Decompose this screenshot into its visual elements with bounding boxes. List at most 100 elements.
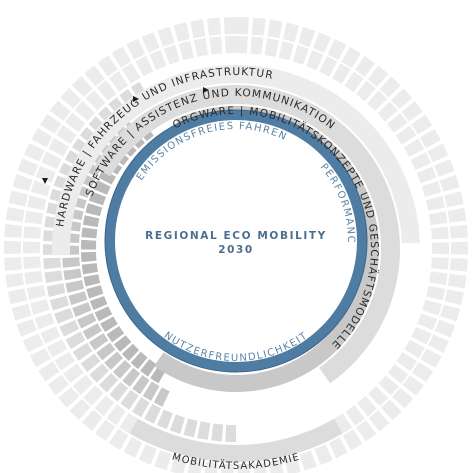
- second-ring-tile: [387, 364, 409, 384]
- second-ring-tile: [41, 151, 62, 170]
- outer-ring-tile: [69, 398, 91, 420]
- second-ring-tile: [34, 312, 55, 330]
- outer-ring-tile: [401, 101, 423, 122]
- fifth-ring-tile: [88, 191, 107, 206]
- center-year: 2030: [218, 244, 254, 256]
- outer-ring-tile: [108, 428, 129, 450]
- outer-ring-tile: [284, 455, 301, 473]
- third-ring-tile: [109, 381, 129, 402]
- academy-band: [129, 418, 343, 462]
- outer-ring-tile: [223, 17, 236, 35]
- second-ring-tile: [278, 41, 294, 61]
- second-ring-tile: [395, 125, 417, 145]
- outer-ring-tile: [173, 22, 190, 42]
- second-ring-tile: [30, 180, 51, 197]
- fifth-ring-tile: [81, 227, 98, 239]
- second-ring-tile: [417, 313, 438, 331]
- outer-ring-tile: [411, 114, 433, 135]
- third-ring-tile: [211, 423, 224, 442]
- outer-ring-tile: [126, 38, 146, 60]
- outer-ring-tile: [328, 437, 348, 459]
- third-ring-tile: [183, 418, 198, 438]
- outer-ring-tile: [439, 175, 460, 192]
- outer-ring-tile: [95, 419, 116, 441]
- second-ring-tile: [345, 405, 365, 426]
- fourth-ring-tile: [142, 381, 160, 401]
- second-ring-tile: [54, 351, 76, 371]
- outer-ring-tile: [298, 26, 316, 47]
- second-ring-tile: [428, 211, 448, 226]
- second-ring-tile: [163, 44, 181, 65]
- fifth-ring-tile: [130, 351, 148, 370]
- second-ring-tile: [30, 299, 50, 315]
- second-ring-tile: [404, 339, 425, 359]
- second-ring-tile: [209, 36, 223, 55]
- second-ring-tile: [48, 138, 69, 157]
- third-ring-tile: [65, 331, 86, 349]
- second-ring-tile: [23, 225, 42, 239]
- third-ring-tile: [72, 342, 93, 361]
- second-ring-tile: [46, 339, 68, 358]
- second-ring-tile: [367, 90, 388, 111]
- outer-ring-tile: [138, 444, 157, 465]
- fourth-ring-tile: [72, 302, 92, 317]
- outer-ring-tile: [17, 158, 39, 177]
- second-ring-tile: [94, 395, 115, 416]
- fourth-ring-tile: [65, 280, 85, 293]
- fourth-ring-tile: [104, 351, 124, 370]
- second-ring-tile: [344, 71, 364, 93]
- second-ring-tile: [106, 404, 126, 426]
- outer-ring-tile: [38, 361, 60, 382]
- second-ring-tile: [411, 326, 432, 345]
- outer-ring-tile: [12, 174, 33, 192]
- outer-ring-tile: [267, 19, 283, 39]
- third-ring-tile: [120, 389, 139, 410]
- second-ring-tile: [332, 63, 351, 84]
- outer-ring-tile: [449, 224, 468, 239]
- second-ring-tile: [23, 256, 41, 270]
- second-ring-tile: [403, 138, 425, 157]
- outer-ring-tile: [49, 100, 71, 121]
- second-ring-tile: [396, 352, 418, 372]
- second-ring-tile: [24, 210, 44, 225]
- second-ring-tile: [193, 38, 209, 57]
- second-ring-tile: [356, 80, 376, 102]
- outer-ring-tile: [31, 128, 53, 148]
- third-ring-tile: [225, 424, 236, 442]
- second-ring-tile: [378, 375, 399, 396]
- outer-ring-tile: [251, 17, 266, 36]
- orgware-arrow-icon: [203, 87, 209, 93]
- third-ring-tile: [89, 363, 109, 383]
- second-ring-tile: [135, 55, 154, 77]
- second-ring-tile: [236, 36, 248, 54]
- outer-ring-tile: [7, 288, 28, 305]
- outer-ring-tile: [11, 303, 32, 321]
- second-ring-tile: [119, 413, 138, 434]
- second-ring-tile: [56, 125, 77, 144]
- outer-ring-tile: [392, 387, 414, 409]
- second-ring-tile: [292, 45, 309, 65]
- outer-ring-tile: [342, 429, 363, 451]
- outer-ring-tile: [154, 450, 172, 471]
- fourth-ring-tile: [122, 367, 141, 387]
- outer-ring-tile: [60, 87, 82, 109]
- third-ring-tile: [144, 403, 162, 424]
- outer-ring-tile: [282, 22, 300, 43]
- outer-ring-tile: [367, 65, 389, 87]
- outer-ring-tile: [30, 347, 51, 368]
- outer-ring-tile: [412, 362, 434, 383]
- fourth-ring-tile: [62, 257, 80, 268]
- second-ring-tile: [121, 63, 141, 84]
- fourth-ring-tile: [63, 268, 82, 281]
- outer-ring-tile: [327, 39, 347, 60]
- hardware-arrow-icon: [42, 178, 48, 184]
- third-ring-tile: [49, 295, 70, 311]
- third-ring-tile: [99, 373, 119, 393]
- third-ring-tile: [44, 270, 63, 284]
- inner-blue-ring-edge: [104, 109, 368, 373]
- second-ring-tile: [63, 363, 84, 384]
- fourth-ring-tile: [132, 375, 150, 395]
- second-ring-tile: [64, 112, 86, 133]
- second-ring-tile: [426, 285, 446, 301]
- fifth-ring-tile: [85, 203, 103, 217]
